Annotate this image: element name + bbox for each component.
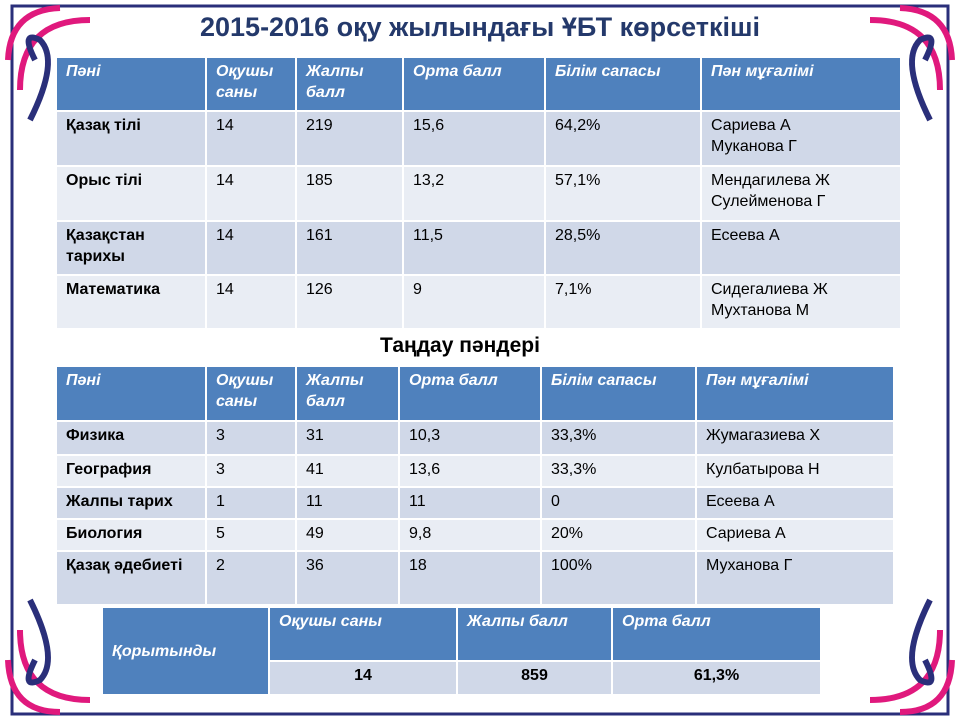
header-row: Қорытынды Оқушы саны Жалпы балл Орта балл — [101, 606, 822, 696]
cell: 1 — [205, 486, 297, 520]
cell: 11 — [295, 486, 400, 520]
cell: 11 — [398, 486, 542, 520]
table-row: Биология 5 49 9,8 20% Сариева А — [55, 518, 895, 552]
cell: Жумагазиева Х — [695, 420, 895, 456]
summary-table: Қорытынды Оқушы саны Жалпы балл Орта балл 14… — [101, 606, 822, 696]
cell: 3 — [205, 454, 297, 488]
cell: Оқушы саны — [268, 606, 458, 662]
header-row: Пәні Оқушы саны Жалпы балл Орта балл Білім с… — [55, 365, 895, 422]
header-row: Пәні Оқушы саны Жалпы балл Орта балл Білім с… — [55, 56, 902, 112]
cell: Физика — [55, 420, 207, 456]
cell: Мендагилева Ж Сулейменова Г — [700, 165, 902, 222]
cell: 14 — [205, 274, 297, 330]
cell: 161 — [295, 220, 404, 276]
table-row: Қазақстан тарихы 14 161 11,5 28,5% Есеева А — [55, 220, 902, 276]
cell: 9 — [402, 274, 546, 330]
cell: 859 — [456, 660, 613, 696]
cell: 14 — [205, 220, 297, 276]
cell: 14 — [205, 110, 297, 167]
cell: Орыс тілі — [55, 165, 207, 222]
cell: Білім сапасы — [540, 365, 697, 422]
cell: Жалпы балл — [295, 365, 400, 422]
cell: 14 — [268, 660, 458, 696]
cell: 3 — [205, 420, 297, 456]
cell: 49 — [295, 518, 400, 552]
cell: 41 — [295, 454, 400, 488]
cell: Биология — [55, 518, 207, 552]
cell: Математика — [55, 274, 207, 330]
cell: 9,8 — [398, 518, 542, 552]
table-row: Орыс тілі 14 185 13,2 57,1% Мендагилева Ж Сул… — [55, 165, 902, 222]
cell: 36 — [295, 550, 400, 606]
data-table: Пәні Оқушы саны Жалпы балл Орта балл Білім с… — [55, 56, 902, 330]
table-row: Физика 3 31 10,3 33,3% Жумагазиева Х — [55, 420, 895, 456]
cell: 28,5% — [544, 220, 702, 276]
cell: Оқушы саны — [205, 56, 297, 112]
cell: 10,3 — [398, 420, 542, 456]
cell: 13,6 — [398, 454, 542, 488]
cell: Білім сапасы — [544, 56, 702, 112]
cell: Орта балл — [402, 56, 546, 112]
cell: 185 — [295, 165, 404, 222]
cell: 15,6 — [402, 110, 546, 167]
cell: 20% — [540, 518, 697, 552]
cell: Оқушы саны — [205, 365, 297, 422]
cell: 2 — [205, 550, 297, 606]
cell: 7,1% — [544, 274, 702, 330]
title: 2015-2016 оқу жылындағы ҰБТ көрсеткіші — [200, 12, 760, 42]
cell: Сариева А — [695, 518, 895, 552]
cell: Орта балл — [611, 606, 822, 662]
cell: Қазақ әдебиеті — [55, 550, 207, 606]
cell: 33,3% — [540, 454, 697, 488]
subtitle: Таңдау пәндері — [380, 334, 540, 357]
data-table: Пәні Оқушы саны Жалпы балл Орта балл Білім с… — [55, 365, 895, 606]
cell: Жалпы балл — [456, 606, 613, 662]
cell: Есеева А — [695, 486, 895, 520]
cell: 11,5 — [402, 220, 546, 276]
cell: Муханова Г — [695, 550, 895, 606]
cell: Есеева А — [700, 220, 902, 276]
cell: 31 — [295, 420, 400, 456]
table-row: Математика 14 126 9 7,1% Сидегалиева Ж Мухтан… — [55, 274, 902, 330]
table-row: География 3 41 13,6 33,3% Кулбатырова Н — [55, 454, 895, 488]
cell: Пәні — [55, 365, 207, 422]
cell: География — [55, 454, 207, 488]
cell: 126 — [295, 274, 404, 330]
table-row: 14 859 61,3% — [102, 660, 822, 696]
cell: 0 — [540, 486, 697, 520]
table-row: Қазақ әдебиеті 2 36 18 100% Муханова Г — [55, 550, 895, 606]
cell: 13,2 — [402, 165, 546, 222]
cell: 100% — [540, 550, 697, 606]
cell: 33,3% — [540, 420, 697, 456]
cell: Сидегалиева Ж Мухтанова М — [700, 274, 902, 330]
cell: Сариева А Муканова Г — [700, 110, 902, 167]
cell: 5 — [205, 518, 297, 552]
cell: Пән мұғалімі — [695, 365, 895, 422]
cell: Жалпы тарих — [55, 486, 207, 520]
cell: 219 — [295, 110, 404, 167]
table-row: Жалпы тарих 1 11 11 0 Есеева А — [55, 486, 895, 520]
cell: 57,1% — [544, 165, 702, 222]
cell: Қазақ тілі — [55, 110, 207, 167]
cell: 18 — [398, 550, 542, 606]
cell: Пән мұғалімі — [700, 56, 902, 112]
cell: 14 — [205, 165, 297, 222]
cell: Пәні — [55, 56, 207, 112]
cell: 61,3% — [611, 660, 822, 696]
cell: 64,2% — [544, 110, 702, 167]
cell: Қазақстан тарихы — [55, 220, 207, 276]
cell: Кулбатырова Н — [695, 454, 895, 488]
cell: Қорытынды — [101, 606, 270, 696]
cell: Орта балл — [398, 365, 542, 422]
cell: Жалпы балл — [295, 56, 404, 112]
table-row: Қазақ тілі 14 219 15,6 64,2% Сариева А Мукано… — [55, 110, 902, 167]
